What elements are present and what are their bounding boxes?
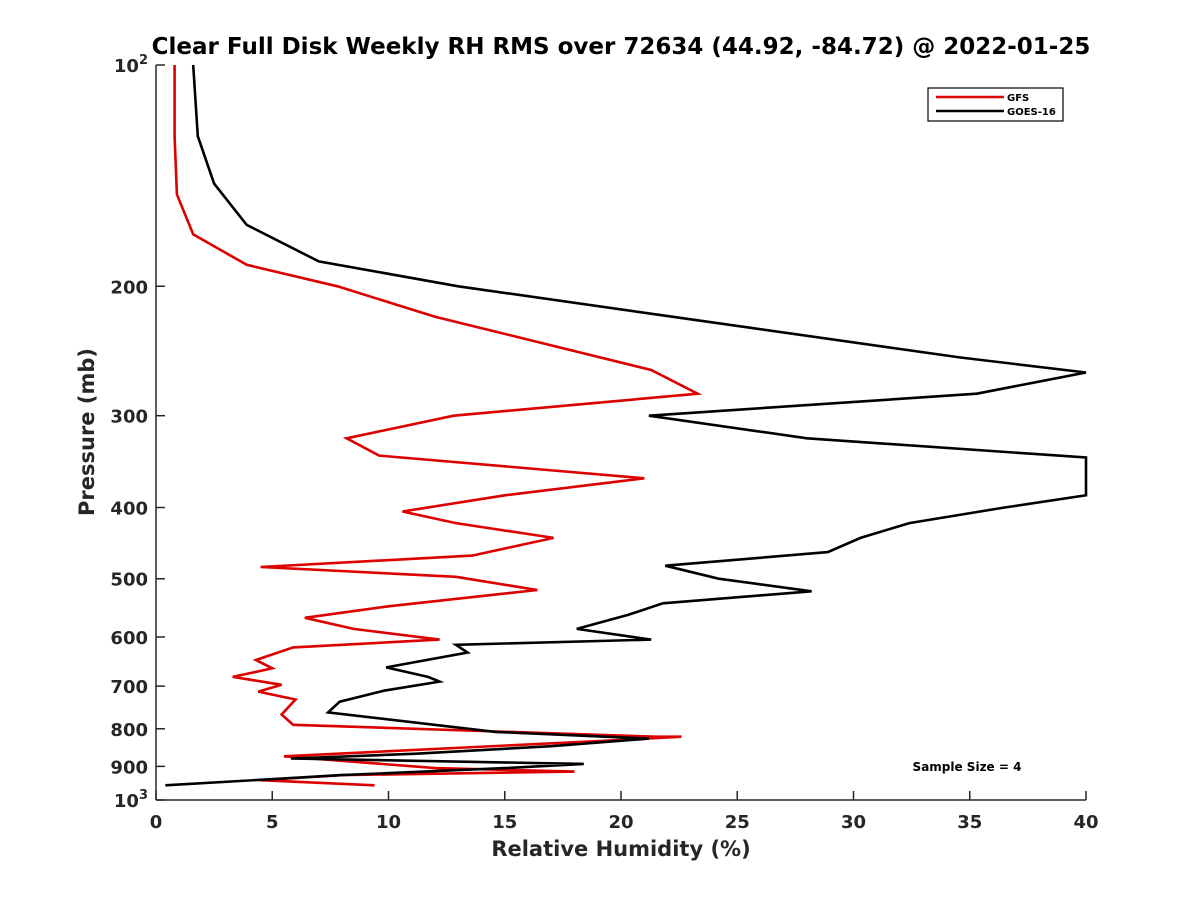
chart-title: Clear Full Disk Weekly RH RMS over 72634… [152, 34, 1091, 60]
y-tick-label: 700 [110, 677, 148, 698]
x-tick-label: 0 [150, 812, 163, 833]
y-axis-label: Pressure (mb) [75, 348, 99, 516]
x-tick-label: 10 [376, 812, 401, 833]
legend-box [927, 87, 1064, 122]
series-layer [165, 64, 1088, 787]
x-tick-label: 35 [957, 812, 982, 833]
y-tick-label: 300 [110, 407, 148, 428]
x-axis-label: Relative Humidity (%) [491, 837, 750, 861]
x-tick-label: 20 [608, 812, 633, 833]
x-tick-label: 25 [725, 812, 750, 833]
sample-size-annotation: Sample Size = 4 [913, 760, 1022, 774]
ticks-layer: 0 5 10 15 20 25 30 35 40 102 200 300 400 500 600 700 800… [110, 53, 1098, 833]
y-tick-label: 500 [110, 570, 148, 591]
y-tick-label: 900 [110, 757, 148, 778]
x-tick-label: 40 [1073, 812, 1098, 833]
y-tick-label: 600 [110, 628, 148, 649]
legend-label-gfs: GFS [1007, 93, 1029, 104]
legend: GFS GOES-16 [927, 87, 1064, 122]
series-line-gfs [173, 65, 703, 787]
x-tick-label: 5 [266, 812, 279, 833]
y-tick-label: 103 [114, 788, 148, 812]
x-tick-label: 15 [492, 812, 517, 833]
y-tick-label: 102 [114, 53, 148, 77]
series-line-goes-16 [165, 64, 1088, 787]
x-tick-label: 30 [841, 812, 866, 833]
y-tick-label: 400 [110, 499, 148, 520]
y-tick-label: 800 [110, 720, 148, 741]
legend-label-goes: GOES-16 [1007, 107, 1056, 118]
y-tick-label: 200 [110, 277, 148, 298]
